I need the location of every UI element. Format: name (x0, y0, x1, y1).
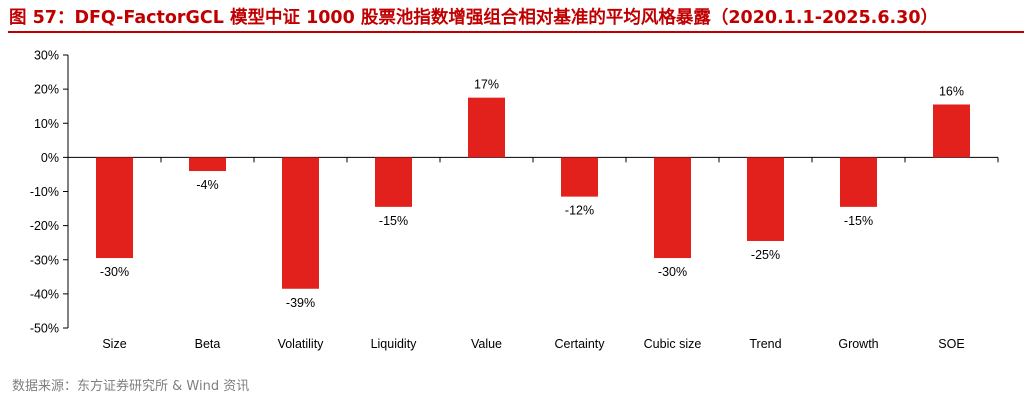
chart-bars (96, 97, 970, 289)
data-label: -30% (100, 265, 129, 279)
x-category-label: Cubic size (644, 337, 702, 351)
data-label: 17% (474, 78, 499, 92)
bar-cubic-size (654, 157, 691, 259)
data-label: -12% (565, 204, 594, 218)
x-category-label: SOE (938, 337, 964, 351)
data-label: -15% (844, 214, 873, 228)
x-category-label: Liquidity (371, 337, 418, 351)
x-category-label: Size (102, 337, 126, 351)
y-tick-label: -50% (30, 322, 59, 336)
y-tick-label: -20% (30, 219, 59, 233)
data-label: 16% (939, 84, 964, 98)
x-category-label: Certainty (554, 337, 605, 351)
y-tick-label: 20% (34, 83, 59, 97)
bar-trend (747, 157, 784, 241)
data-source-note: 数据来源：东方证券研究所 & Wind 资讯 (12, 379, 250, 394)
y-tick-label: -30% (30, 253, 59, 267)
y-tick-label: -10% (30, 185, 59, 199)
bar-growth (840, 157, 877, 207)
data-label: -4% (196, 178, 218, 192)
y-tick-label: -40% (30, 287, 59, 301)
x-category-label: Growth (838, 337, 878, 351)
x-category-label: Value (471, 337, 502, 351)
y-tick-label: 10% (34, 117, 59, 131)
x-category-label: Trend (749, 337, 781, 351)
bar-size (96, 157, 133, 259)
data-label: -15% (379, 214, 408, 228)
y-tick-label: 0% (41, 151, 59, 165)
y-tick-label: 30% (34, 49, 59, 63)
title-divider (8, 31, 1024, 33)
bar-value (468, 97, 505, 158)
chart-labels: -30% Size -4% Beta -39% Volatility -15% Liquidi… (100, 78, 965, 351)
data-label: -25% (751, 248, 780, 262)
data-label: -30% (658, 265, 687, 279)
bar-soe (933, 104, 970, 158)
bar-volatility (282, 157, 319, 289)
x-category-label: Volatility (278, 337, 325, 351)
bar-certainty (561, 157, 598, 197)
data-label: -39% (286, 296, 315, 310)
bar-liquidity (375, 157, 412, 207)
x-category-label: Beta (195, 337, 221, 351)
bar-beta (189, 157, 226, 172)
chart-title: 图 57：DFQ-FactorGCL 模型中证 1000 股票池指数增强组合相对… (9, 8, 939, 28)
